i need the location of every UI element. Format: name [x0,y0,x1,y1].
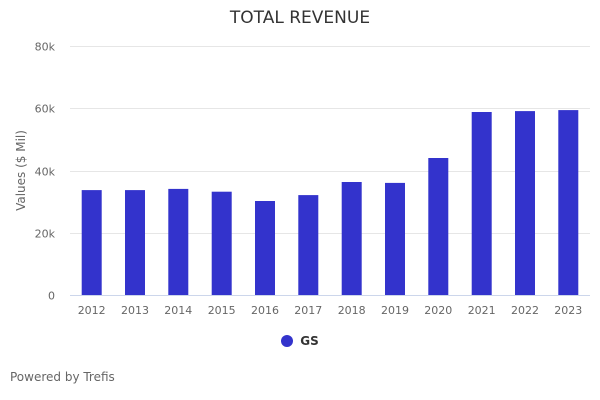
legend-marker-gs [281,335,294,347]
y-tick-label: 80k [35,41,56,54]
y-tick-label: 40k [35,166,56,179]
x-tick-label-2013: 2013 [121,304,149,317]
bar-2013 [125,190,145,295]
x-tick-label-2014: 2014 [164,304,192,317]
bar-2016 [255,201,275,295]
x-tick-label-2020: 2020 [424,304,452,317]
x-tick-label-2012: 2012 [78,304,106,317]
bar-2015 [211,191,232,295]
y-axis-title: Values ($ Mil) [14,130,28,211]
x-tick-label-2015: 2015 [208,304,236,317]
x-tick-label-2021: 2021 [468,304,496,317]
bar-2018 [341,182,362,295]
bar-2023 [558,110,579,295]
bar-2014 [168,188,189,295]
bar-2022 [515,111,535,295]
y-tick-label: 0 [48,290,55,303]
x-tick-label-2018: 2018 [338,304,366,317]
bar-2019 [385,182,405,295]
x-tick-label-2017: 2017 [294,304,322,317]
y-tick-label: 60k [35,103,56,116]
bar-2021 [471,112,492,295]
chart-title: TOTAL REVENUE [229,8,371,28]
x-tick-label-2016: 2016 [251,304,279,317]
y-tick-label: 20k [35,228,56,241]
bar-2017 [298,195,319,295]
x-tick-label-2019: 2019 [381,304,409,317]
bar-2012 [81,190,102,295]
legend-label-gs[interactable]: GS [300,334,319,348]
bar-2020 [428,158,449,295]
x-tick-label-2022: 2022 [511,304,539,317]
bar-chart: 0 20k 40k 60k 80k Values ($ Mil) 2012 2013 2014 2… [14,41,590,317]
legend: GS [0,334,600,348]
powered-by-credit: Powered by Trefis [10,370,115,384]
x-tick-label-2023: 2023 [554,304,582,317]
